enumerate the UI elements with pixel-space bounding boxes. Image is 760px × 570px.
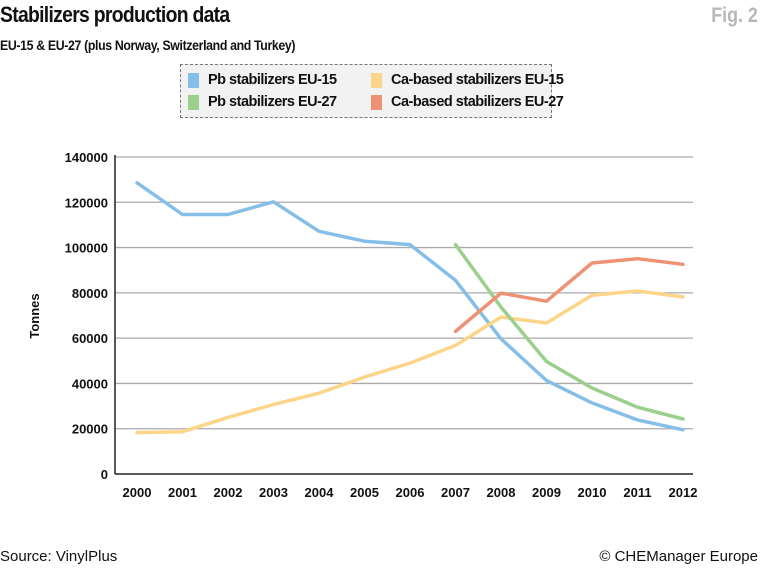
- y-tick-label: 100000: [65, 241, 108, 256]
- legend-label: Pb stabilizers EU-27: [208, 94, 337, 110]
- legend-item: Pb stabilizers EU-27: [188, 94, 337, 110]
- chart-subtitle: EU-15 & EU-27 (plus Norway, Switzerland …: [0, 37, 296, 53]
- legend-swatch: [371, 72, 382, 88]
- series-line-0: [135, 181, 685, 432]
- legend-label: Ca-based stabilizers EU-15: [391, 72, 564, 88]
- y-tick-label: 140000: [65, 150, 108, 165]
- legend-label: Ca-based stabilizers EU-27: [391, 94, 564, 110]
- chart-title: Stabilizers production data: [0, 2, 230, 27]
- legend-swatch: [371, 94, 382, 110]
- legend-label: Pb stabilizers EU-15: [208, 72, 337, 88]
- series-line-1: [135, 289, 685, 435]
- legend: Pb stabilizers EU-15 Pb stabilizers EU-2…: [180, 64, 564, 118]
- x-tick-label: 2000: [123, 485, 152, 500]
- series-line-3: [453, 256, 685, 334]
- figure-label: Fig. 2: [711, 4, 758, 27]
- y-tick-label: 40000: [72, 376, 108, 391]
- credit-note: © CHEManager Europe: [599, 548, 758, 565]
- x-tick-label: 2005: [350, 485, 379, 500]
- y-tick-label: 0: [101, 467, 108, 482]
- x-tick-label: 2004: [305, 485, 335, 500]
- x-tick-label: 2007: [441, 485, 470, 500]
- y-tick-label: 80000: [72, 286, 108, 301]
- legend-item: Pb stabilizers EU-15: [188, 72, 337, 88]
- legend-swatch: [188, 72, 199, 88]
- y-tick-label: 120000: [65, 195, 108, 210]
- x-tick-label: 2009: [532, 485, 561, 500]
- x-tick-label: 2006: [396, 485, 425, 500]
- x-tick-label: 2011: [623, 485, 651, 500]
- y-tick-label: 60000: [72, 331, 108, 346]
- x-tick-label: 2010: [578, 485, 607, 500]
- x-tick-label: 2008: [487, 485, 516, 500]
- y-tick-label: 20000: [72, 422, 108, 437]
- x-tick-label: 2001: [168, 485, 197, 500]
- source-note: Source: VinylPlus: [0, 548, 118, 565]
- legend-swatch: [188, 94, 199, 110]
- legend-item: Ca-based stabilizers EU-27: [371, 94, 564, 110]
- x-tick-label: 2003: [259, 485, 288, 500]
- legend-item: Ca-based stabilizers EU-15: [371, 72, 564, 88]
- y-axis-label: Tonnes: [27, 293, 42, 338]
- x-tick-label: 2012: [669, 485, 698, 500]
- x-tick-label: 2002: [214, 485, 243, 500]
- series-line-2: [453, 242, 685, 421]
